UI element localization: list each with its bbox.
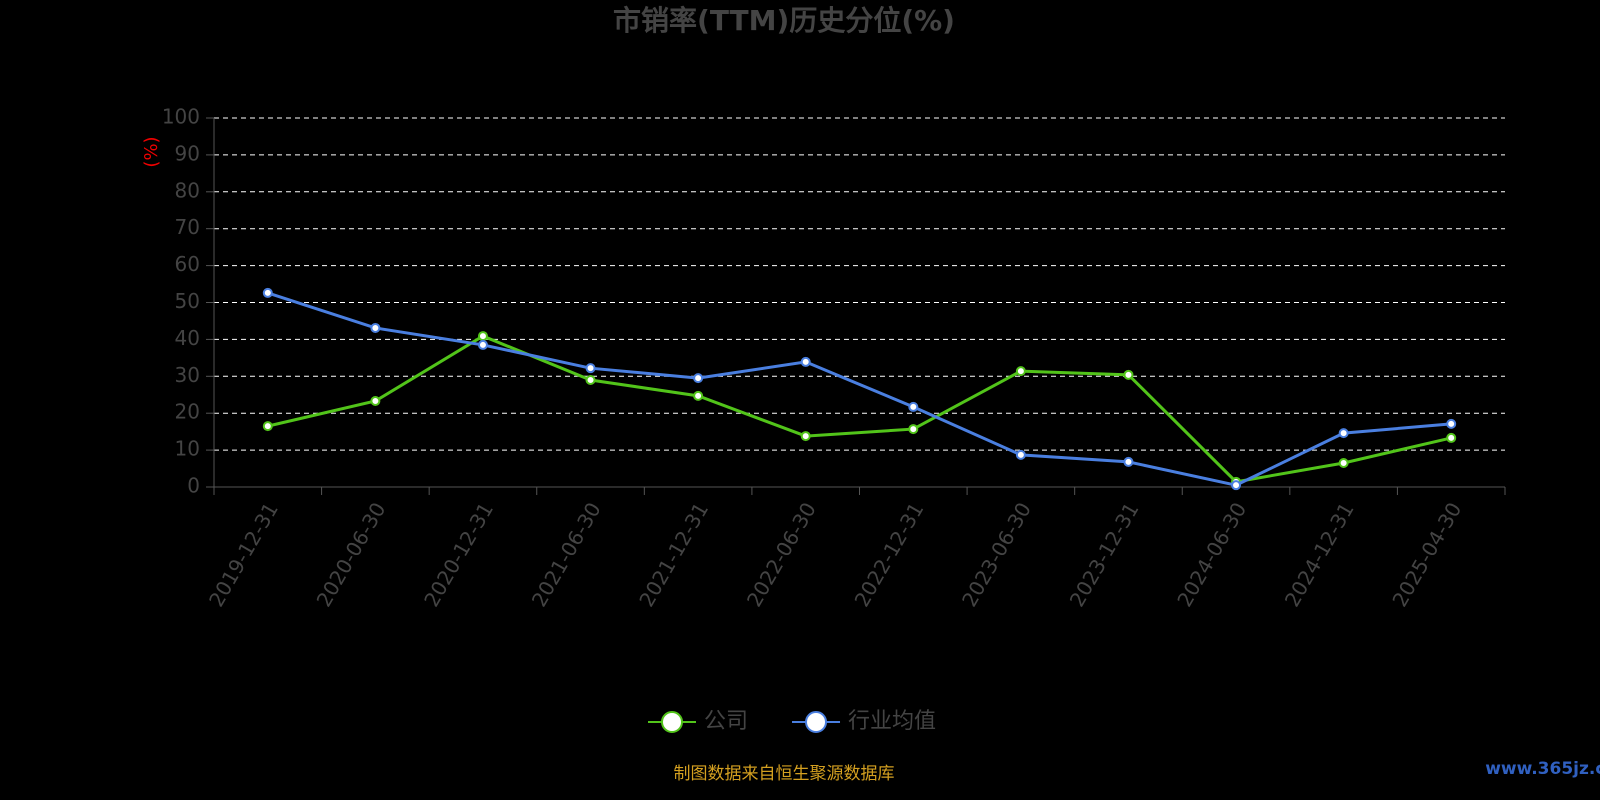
y-tick-label: 90	[175, 141, 200, 165]
y-tick-label: 10	[175, 437, 200, 461]
x-tick-label: 2021-12-31	[634, 498, 713, 611]
legend-marker	[661, 711, 683, 733]
watermark: www.365jz.com	[1485, 759, 1600, 779]
x-tick-label: 2020-06-30	[312, 498, 391, 611]
data-point	[693, 373, 704, 384]
y-tick-label: 20	[175, 400, 200, 424]
legend-item[interactable]: 公司	[648, 709, 748, 734]
series-line	[267, 334, 1452, 484]
y-tick-label: 60	[175, 252, 200, 276]
x-tick-label: 2022-12-31	[849, 498, 928, 611]
legend-label: 行业均值	[848, 709, 936, 734]
data-point	[1123, 369, 1134, 380]
data-point	[800, 431, 811, 442]
legend-item[interactable]: 行业均值	[792, 709, 936, 734]
y-tick-label: 0	[187, 474, 200, 498]
x-tick-label: 2024-06-30	[1172, 498, 1251, 611]
data-point	[370, 396, 381, 407]
data-point	[1446, 432, 1457, 443]
data-point	[477, 339, 488, 350]
data-point	[1015, 366, 1026, 377]
data-point	[585, 363, 596, 374]
y-tick-label: 40	[175, 326, 200, 350]
x-tick-label: 2025-04-30	[1387, 498, 1466, 611]
data-point	[1338, 428, 1349, 439]
data-point	[1338, 458, 1349, 469]
y-tick-label: 100	[162, 105, 200, 129]
x-tick-label: 2021-06-30	[527, 498, 606, 611]
data-point	[1231, 480, 1242, 491]
data-point	[585, 374, 596, 385]
data-point	[693, 390, 704, 401]
data-point	[1123, 456, 1134, 467]
y-tick-label: 80	[175, 178, 200, 202]
data-point	[262, 287, 273, 298]
data-point	[370, 322, 381, 333]
x-tick-label: 2023-06-30	[957, 498, 1036, 611]
x-tick-label: 2020-12-31	[419, 498, 498, 611]
chart-title: 市销率(TTM)历史分位(%)	[613, 4, 955, 37]
x-tick-label: 2019-12-31	[204, 498, 283, 611]
data-point	[262, 421, 273, 432]
x-tick-label: 2022-06-30	[742, 498, 821, 611]
y-tick-label: 30	[175, 363, 200, 387]
series-line	[267, 291, 1452, 487]
data-point	[908, 424, 919, 435]
y-tick-label: 70	[175, 215, 200, 239]
data-point	[1446, 418, 1457, 429]
x-tick-label: 2023-12-31	[1065, 498, 1144, 611]
data-point	[1015, 449, 1026, 460]
source: 制图数据来自恒生聚源数据库	[674, 764, 895, 784]
y-axis-label: (%)	[141, 136, 162, 167]
legend-label: 公司	[704, 709, 748, 734]
data-point	[477, 331, 488, 342]
legend-marker	[805, 711, 828, 733]
data-point	[800, 356, 811, 367]
x-tick-label: 2024-12-31	[1280, 498, 1359, 611]
data-point	[908, 401, 919, 412]
y-tick-label: 50	[175, 289, 200, 313]
